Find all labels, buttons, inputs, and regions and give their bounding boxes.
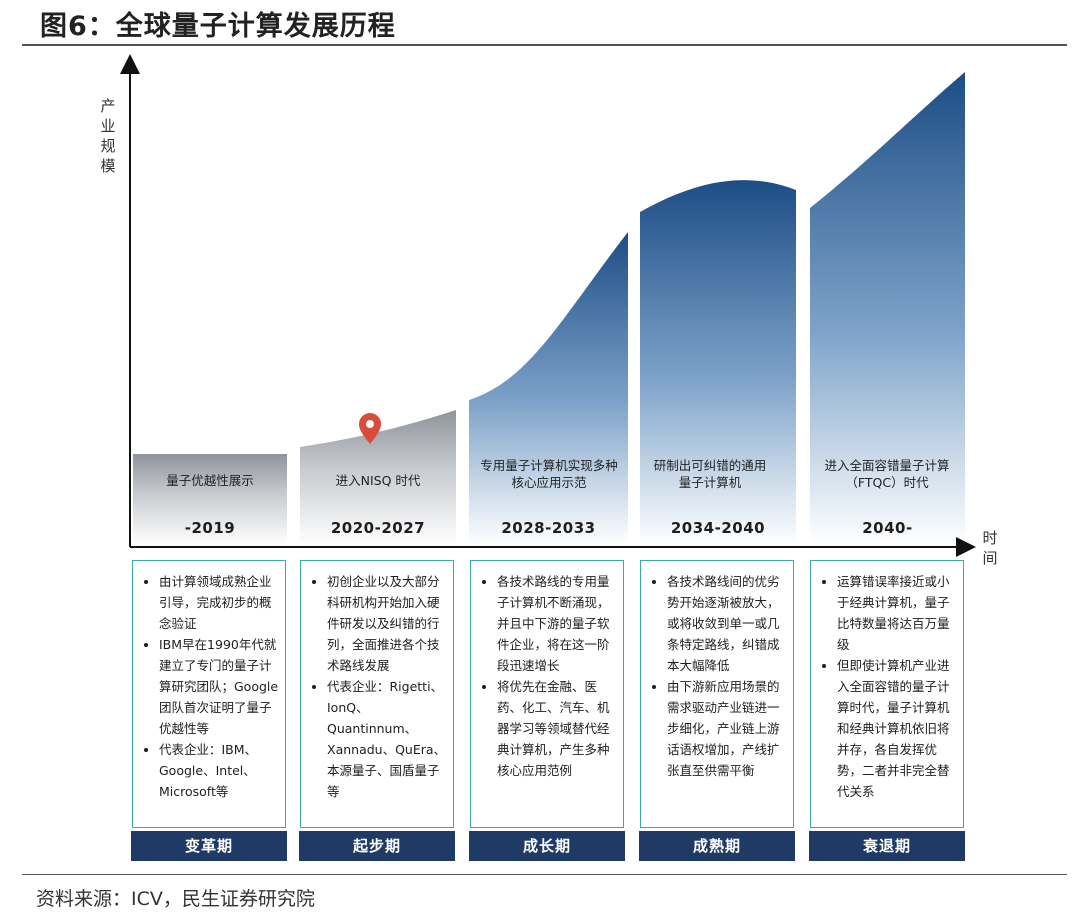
stage-2-area: [300, 410, 456, 545]
bullet-item: IBM早在1990年代就建立了专门的量子计算研究团队；Google团队首次证明了…: [159, 634, 279, 739]
stage-description: 专用量子计算机实现多种核心应用示范: [480, 458, 618, 490]
stage-description: 量子优越性展示: [166, 473, 254, 488]
x-axis-label: 时间: [982, 529, 998, 567]
bullet-item: 将优先在金融、医药、化工、汽车、机器学习等领域替代经典计算机，产生多种核心应用范…: [497, 676, 617, 781]
stage-description: 研制出可纠错的通用量子计算机: [653, 458, 767, 490]
stage-description: 进入NISQ 时代: [335, 473, 421, 488]
stage-description: 进入全面容错量子计算（FTQC）时代: [824, 458, 950, 490]
phase-label: 变革期: [131, 831, 287, 861]
phase-label: 成熟期: [639, 831, 795, 861]
stage-years: 2020-2027: [330, 519, 426, 537]
bullet-item: 初创企业以及大部分科研机构开始加入硬件研发以及纠错的行列，全面推进各个技术路线发…: [327, 571, 447, 676]
stage-5-area: [810, 72, 965, 545]
phase-box-5: 运算错误率接近或小于经典计算机，量子比特数量将达百万量级 但即使计算机产业进入全…: [810, 560, 964, 828]
phase-box-1: 由计算领域成熟企业引导，完成初步的概念验证 IBM早在1990年代就建立了专门的…: [132, 560, 286, 828]
y-axis-label: 产业规模: [100, 97, 116, 175]
bullet-item: 由下游新应用场景的需求驱动产业链进一步细化，产业链上游话语权增加，产线扩张直至供…: [667, 676, 787, 781]
stage-3-area: [469, 232, 628, 545]
stage-1-area: [133, 454, 287, 545]
phase-label: 起步期: [299, 831, 455, 861]
stage-years: 2028-2033: [501, 519, 596, 537]
phase-box-2: 初创企业以及大部分科研机构开始加入硬件研发以及纠错的行列，全面推进各个技术路线发…: [300, 560, 454, 828]
stage-years: -2019: [184, 519, 236, 537]
figure-title: 图6：全球量子计算发展历程: [40, 11, 396, 42]
bullet-item: 各技术路线的专用量子计算机不断涌现，并且中下游的量子软件企业，将在这一阶段迅速增…: [497, 571, 617, 676]
source-note: 资料来源：ICV，民生证券研究院: [36, 888, 315, 910]
title-divider: [22, 44, 1067, 46]
stage-years: 2034-2040: [670, 519, 766, 537]
stage-4-area: [640, 180, 796, 545]
phase-box-3: 各技术路线的专用量子计算机不断涌现，并且中下游的量子软件企业，将在这一阶段迅速增…: [470, 560, 624, 828]
location-pin-icon: [359, 413, 381, 444]
phase-box-4: 各技术路线间的优劣势开始逐渐被放大，或将收敛到单一或几条特定路线，纠错成本大幅降…: [640, 560, 794, 828]
phase-label: 成长期: [469, 831, 625, 861]
stage-years: 2040-: [862, 519, 913, 537]
bullet-item: 代表企业：IBM、Google、Intel、Microsoft等: [159, 739, 279, 802]
bullet-item: 但即使计算机产业进入全面容错的量子计算时代，量子计算机和经典计算机依旧将并存，各…: [837, 655, 957, 802]
bullet-item: 运算错误率接近或小于经典计算机，量子比特数量将达百万量级: [837, 571, 957, 655]
footer-divider: [22, 874, 1067, 875]
bullet-item: 由计算领域成熟企业引导，完成初步的概念验证: [159, 571, 279, 634]
development-curve-chart: [120, 54, 976, 557]
bullet-item: 各技术路线间的优劣势开始逐渐被放大，或将收敛到单一或几条特定路线，纠错成本大幅降…: [667, 571, 787, 676]
phase-label: 衰退期: [809, 831, 965, 861]
bullet-item: 代表企业：Rigetti、IonQ、Quantinnum、Xannadu、QuE…: [327, 676, 447, 802]
